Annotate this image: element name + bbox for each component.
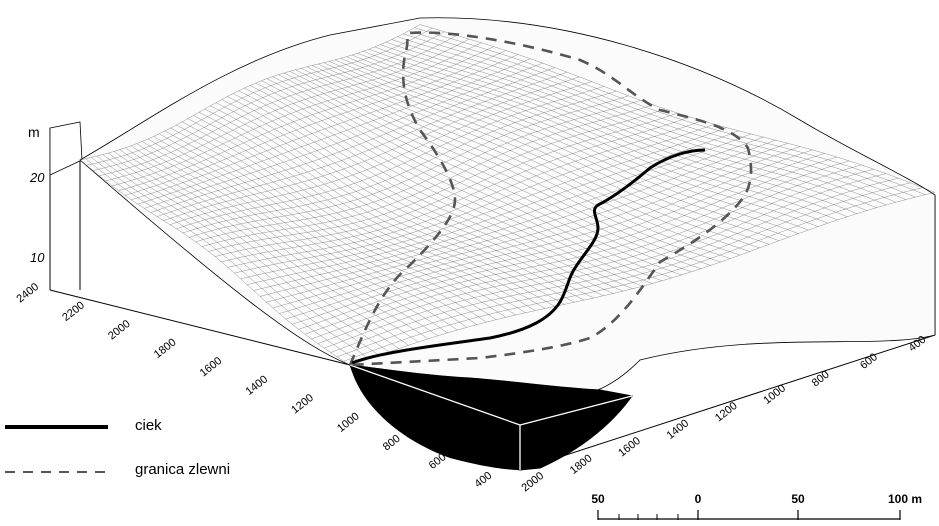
scale-bar: 50 0 50 100 m — [591, 492, 922, 520]
right-axis-tick-1600: 1600 — [616, 435, 643, 460]
vertical-tick-10: 10 — [30, 250, 45, 265]
left-axis-tick-1000: 1000 — [335, 410, 362, 435]
left-axis-tick-1200: 1200 — [289, 392, 316, 417]
right-axis-tick-1200: 1200 — [713, 400, 740, 425]
block-edge-top — [349, 364, 521, 426]
block-faces — [49, 121, 936, 471]
left-axis-tick-1400: 1400 — [243, 373, 270, 398]
vertical-axis: m 20 10 — [28, 124, 45, 265]
terrain-mesh — [79, 24, 936, 366]
right-axis-tick-1400: 1400 — [665, 417, 692, 442]
stream-line — [351, 148, 706, 365]
watershed-boundary — [347, 31, 753, 367]
scale-label-50-left: 50 — [591, 492, 605, 506]
vertical-tick-20: 20 — [29, 170, 45, 185]
right-axis-tick-800: 800 — [810, 369, 832, 390]
left-axis-tick-1600: 1600 — [198, 355, 225, 380]
legend-stream-label: ciek — [135, 417, 162, 434]
left-axis-tick-400: 400 — [472, 470, 494, 491]
left-axis-tick-1800: 1800 — [152, 336, 179, 361]
right-axis-tick-1000: 1000 — [761, 382, 788, 407]
block-edge-right — [519, 395, 633, 426]
legend-boundary-label: granica zlewni — [135, 461, 231, 478]
left-axis-tick-2400: 2400 — [14, 281, 41, 306]
left-axis-tick-800: 800 — [381, 433, 403, 454]
left-axis-tick-2000: 2000 — [106, 318, 133, 343]
scale-label-50-right: 50 — [791, 492, 805, 506]
scale-label-0: 0 — [695, 492, 702, 506]
terrain-surface — [79, 17, 936, 396]
mesh-lines — [79, 24, 936, 366]
right-axis-tick-2000: 2000 — [519, 470, 546, 495]
scale-label-100m: 100 m — [888, 492, 922, 506]
valley-cross-section-left — [350, 365, 520, 470]
left-axis-tick-2200: 2200 — [60, 299, 87, 324]
vertical-axis-unit: m — [28, 124, 40, 140]
right-axis-tick-1800: 1800 — [568, 452, 595, 477]
